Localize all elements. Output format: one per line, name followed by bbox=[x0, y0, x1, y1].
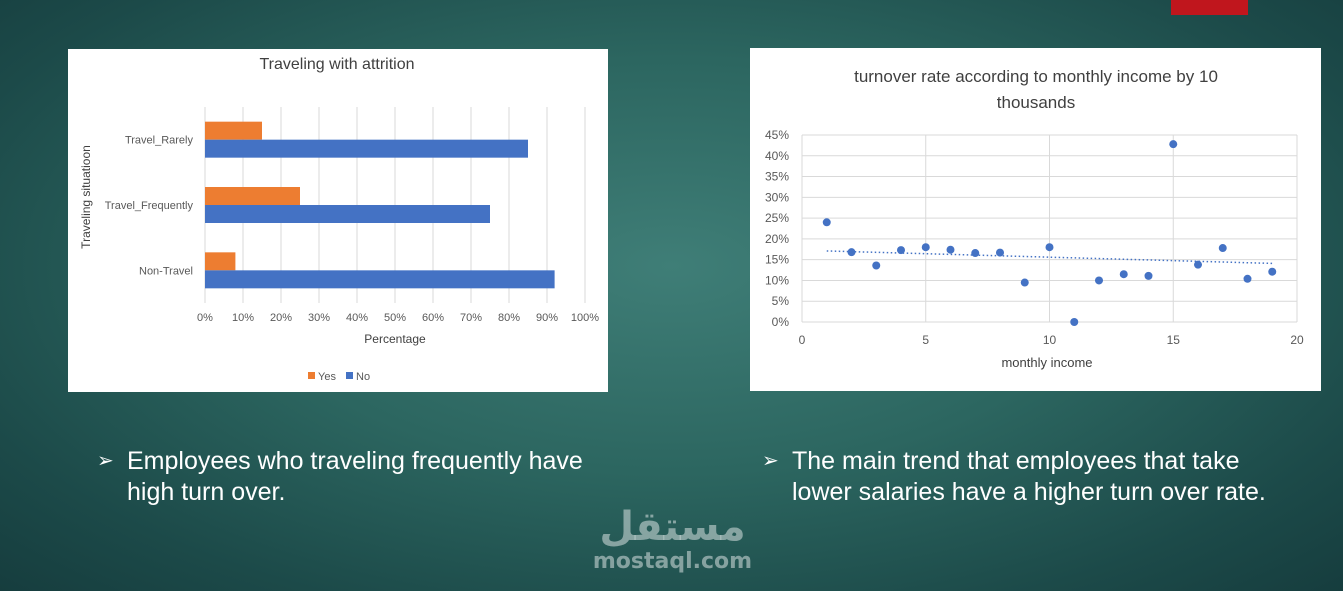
scatter-point bbox=[1144, 271, 1153, 280]
scatter-point bbox=[1045, 243, 1054, 252]
y-tick-label: 0% bbox=[772, 315, 790, 329]
bullet-point-1: ➢ Employees who traveling frequently hav… bbox=[97, 446, 597, 516]
bullet-text: The main trend that employees that take … bbox=[792, 447, 1266, 506]
scatter-point bbox=[1194, 260, 1202, 269]
bar-no bbox=[205, 139, 528, 158]
scatter-point bbox=[921, 243, 930, 252]
scatter-point bbox=[1218, 244, 1227, 253]
x-tick-label: 10% bbox=[232, 312, 254, 324]
x-tick-label: 0 bbox=[799, 333, 806, 347]
category-label: Non-Travel bbox=[139, 265, 193, 277]
x-tick-label: 40% bbox=[346, 312, 368, 324]
y-tick-label: 15% bbox=[765, 253, 789, 267]
x-tick-label: 15 bbox=[1167, 333, 1181, 347]
x-tick-label: 30% bbox=[308, 312, 330, 324]
x-tick-label: 60% bbox=[422, 312, 444, 324]
watermark-latin: mostaql.com bbox=[592, 549, 753, 574]
chart-title: Traveling with attrition bbox=[259, 56, 414, 73]
x-tick-label: 20 bbox=[1290, 333, 1304, 347]
bar-yes bbox=[205, 252, 236, 271]
category-label: Travel_Rarely bbox=[125, 135, 194, 147]
chart-title-line-1: turnover rate according to monthly incom… bbox=[854, 67, 1218, 86]
bar-yes bbox=[205, 187, 300, 205]
bullet-point-2: ➢ The main trend that employees that tak… bbox=[762, 446, 1282, 546]
legend-label: No bbox=[356, 371, 370, 383]
x-tick-label: 0% bbox=[197, 312, 213, 324]
y-tick-label: 40% bbox=[765, 149, 789, 163]
scatter-point bbox=[1268, 267, 1277, 276]
x-tick-label: 80% bbox=[498, 312, 520, 324]
y-axis-label: Traveling situatioon bbox=[79, 145, 93, 249]
y-tick-label: 10% bbox=[765, 273, 789, 287]
bar-no bbox=[205, 270, 555, 289]
y-tick-label: 35% bbox=[765, 170, 789, 184]
y-tick-label: 25% bbox=[765, 211, 789, 225]
x-tick-label: 10 bbox=[1043, 333, 1057, 347]
arrow-bullet-icon: ➢ bbox=[762, 450, 779, 472]
category-label: Travel_Frequently bbox=[105, 200, 194, 212]
y-tick-label: 45% bbox=[765, 128, 789, 142]
legend-swatch bbox=[346, 372, 353, 379]
scatter-point bbox=[1095, 276, 1103, 285]
arrow-bullet-icon: ➢ bbox=[97, 450, 114, 472]
x-tick-label: 100% bbox=[571, 312, 599, 324]
scatter-point bbox=[872, 261, 881, 270]
scatter-point bbox=[1020, 278, 1029, 287]
bar-no bbox=[205, 205, 490, 223]
travel-attrition-chart: Traveling with attrition 0% 10% 20% 30% 40% 5… bbox=[68, 49, 608, 392]
accent-rectangle bbox=[1171, 0, 1248, 15]
turnover-income-chart: turnover rate according to monthly incom… bbox=[750, 48, 1321, 391]
bullet-text: Employees who traveling frequently have … bbox=[127, 447, 583, 506]
travel-attrition-svg: Traveling with attrition 0% 10% 20% 30% 40% 5… bbox=[79, 56, 599, 383]
mostaql-watermark: مستقل mostaql.com bbox=[585, 505, 760, 585]
scatter-point bbox=[971, 249, 980, 258]
scatter-point bbox=[822, 218, 831, 227]
x-tick-label: 70% bbox=[460, 312, 482, 324]
y-tick-label: 20% bbox=[765, 232, 789, 246]
x-tick-label: 90% bbox=[536, 312, 558, 324]
y-tick-label: 30% bbox=[765, 190, 789, 204]
scatter-point bbox=[897, 246, 905, 255]
scatter-point bbox=[1119, 270, 1128, 279]
chart-title-line-2: thousands bbox=[997, 93, 1075, 112]
scatter-point bbox=[1169, 140, 1178, 149]
x-tick-label: 5 bbox=[922, 333, 929, 347]
x-axis-label: monthly income bbox=[1001, 355, 1092, 370]
x-tick-label: 20% bbox=[270, 312, 292, 324]
scatter-point bbox=[1070, 318, 1079, 326]
x-tick-label: 50% bbox=[384, 312, 406, 324]
turnover-income-svg: turnover rate according to monthly incom… bbox=[765, 67, 1304, 370]
legend-swatch bbox=[308, 372, 315, 379]
scatter-point bbox=[946, 245, 955, 254]
scatter-point bbox=[847, 248, 856, 257]
y-tick-label: 5% bbox=[772, 294, 790, 308]
scatter-point bbox=[996, 248, 1004, 257]
watermark-arabic: مستقل bbox=[599, 504, 746, 550]
legend-label: Yes bbox=[318, 371, 336, 383]
scatter-point bbox=[1243, 274, 1252, 283]
bar-yes bbox=[205, 121, 262, 140]
x-axis-label: Percentage bbox=[364, 332, 426, 346]
